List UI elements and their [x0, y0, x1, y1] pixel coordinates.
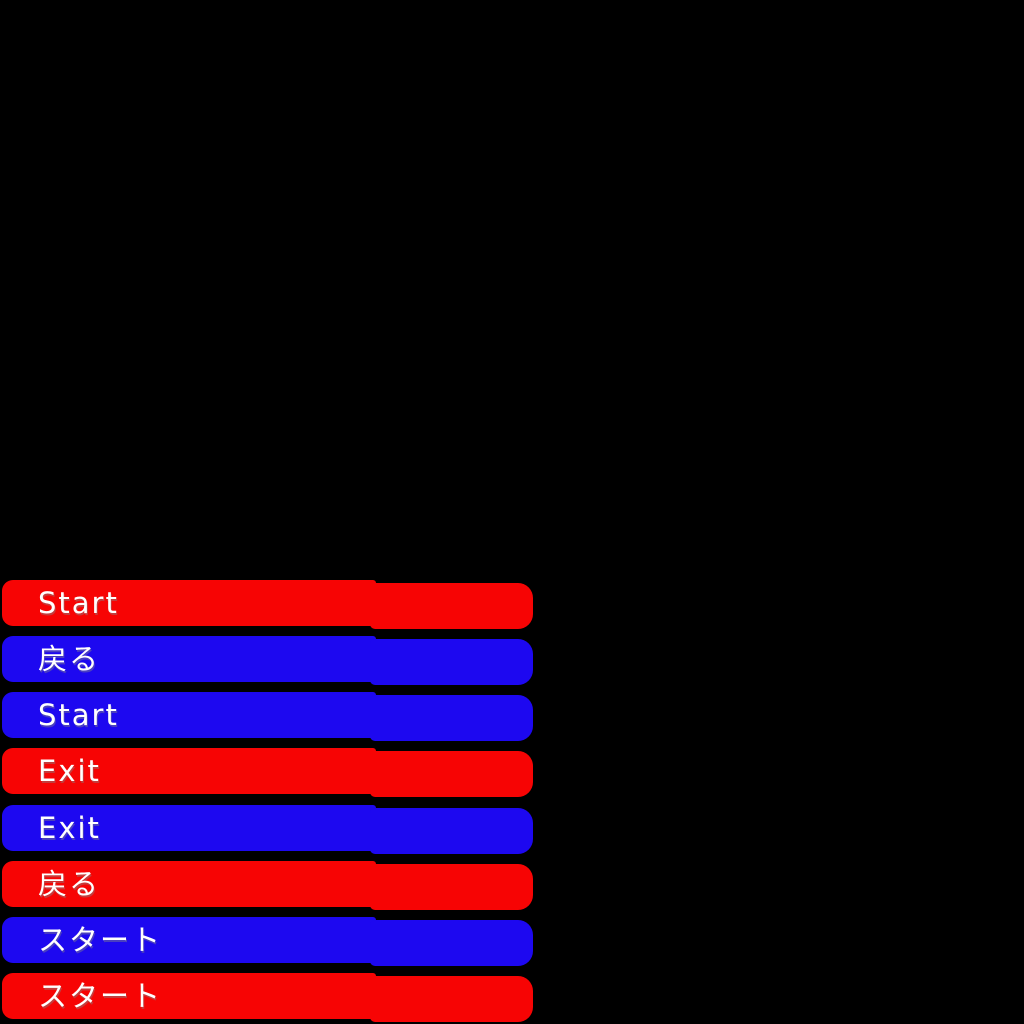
back-button-label: 戻る	[38, 867, 101, 901]
exit-button-red[interactable]: Exit	[2, 748, 533, 797]
start-button-red[interactable]: Start	[2, 580, 533, 629]
back-button-label: 戻る	[38, 642, 101, 676]
start-jp-button-blue[interactable]: スタート	[2, 917, 533, 966]
start-button-label: Start	[38, 698, 119, 732]
exit-button-label: Exit	[38, 754, 101, 788]
exit-button-label: Exit	[38, 811, 101, 845]
start-jp-button-label: スタート	[38, 923, 163, 957]
start-button-blue[interactable]: Start	[2, 692, 533, 741]
start-button-label: Start	[38, 586, 119, 620]
back-button-blue[interactable]: 戻る	[2, 636, 533, 685]
exit-button-blue[interactable]: Exit	[2, 805, 533, 854]
start-jp-button-red[interactable]: スタート	[2, 973, 533, 1022]
back-button-red[interactable]: 戻る	[2, 861, 533, 910]
start-jp-button-label: スタート	[38, 979, 163, 1013]
